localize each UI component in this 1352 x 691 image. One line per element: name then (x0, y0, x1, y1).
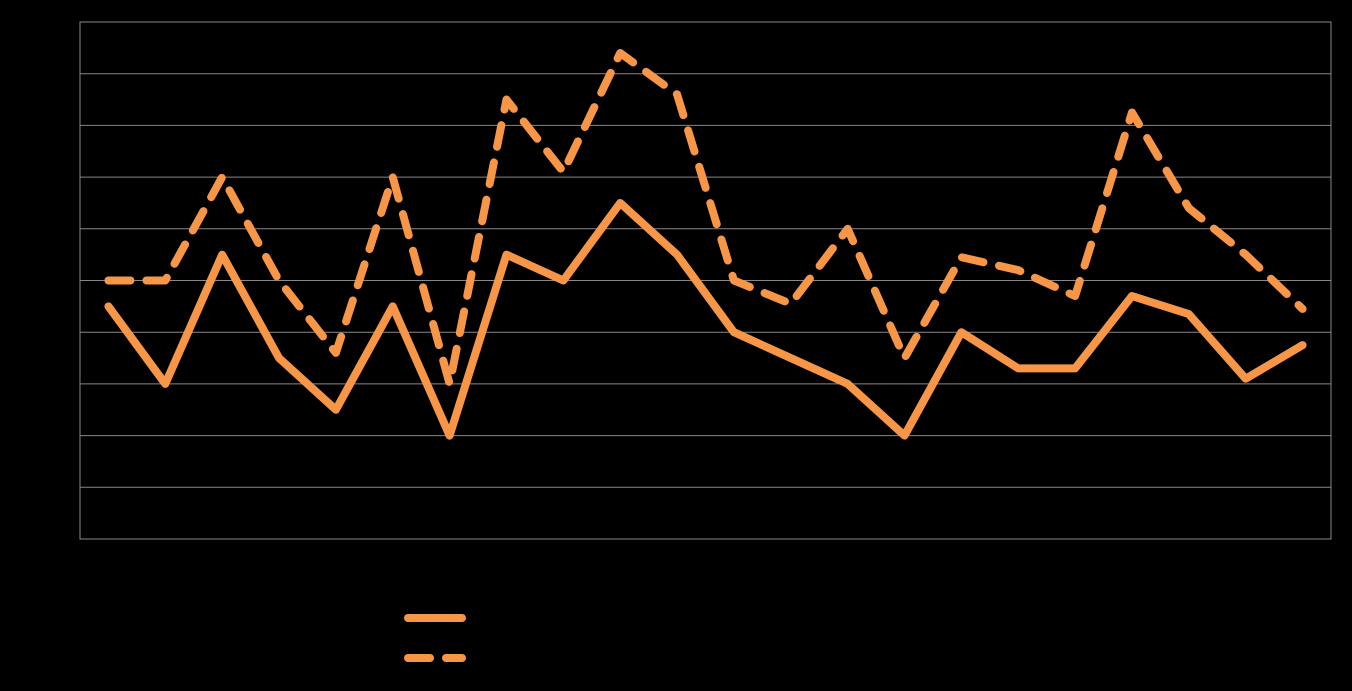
solid-line (104, 198, 1307, 440)
dashed-line (104, 49, 1307, 388)
